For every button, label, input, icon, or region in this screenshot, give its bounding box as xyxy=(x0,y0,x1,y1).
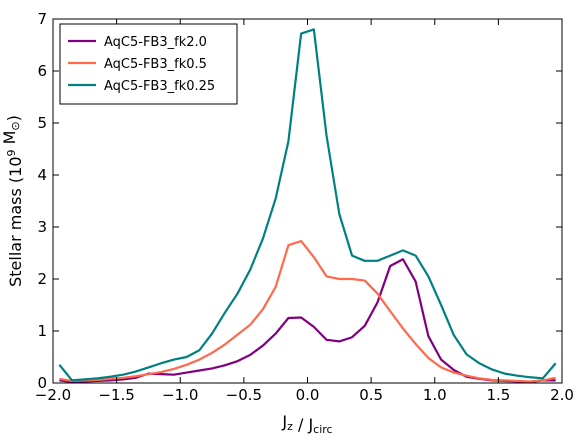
y-tick-label: 0 xyxy=(37,374,47,392)
y-tick-label: 3 xyxy=(37,218,47,236)
x-tick-label: −1.0 xyxy=(162,386,198,404)
y-tick-label: 6 xyxy=(37,62,47,80)
x-tick-label: 1.0 xyxy=(423,386,447,404)
y-tick-label: 4 xyxy=(37,166,47,184)
y-axis-label: Stellar mass (109 M⊙) xyxy=(0,115,25,287)
axes-layer: −2.0 −1.5 −1.0 −0.5 0.0 0.5 1.0 1.5 2.0 0 1 2 3 4 5 6 7 xyxy=(35,10,574,404)
series-line-2 xyxy=(59,239,556,383)
x-tick-label: 0.0 xyxy=(296,386,320,404)
x-tick-label: −1.5 xyxy=(98,386,134,404)
legend-label: AqC5-FB3_fk0.25 xyxy=(104,79,215,94)
legend: AqC5-FB3_fk2.0 AqC5-FB3_fk0.5 AqC5-FB3_fk0… xyxy=(59,23,238,105)
series-layer xyxy=(58,28,557,384)
y-tick-label: 5 xyxy=(37,114,47,132)
x-axis-label: Jz / Jcirc xyxy=(281,412,332,436)
x-tick-label: 0.5 xyxy=(359,386,383,404)
y-tick-label: 1 xyxy=(37,322,47,340)
x-tick-label: −2.0 xyxy=(35,386,71,404)
y-tick-label: 7 xyxy=(37,10,47,28)
y-tick-label: 2 xyxy=(37,270,47,288)
series-line-3 xyxy=(58,28,557,382)
legend-label: AqC5-FB3_fk2.0 xyxy=(104,35,207,50)
x-tick-label: 2.0 xyxy=(550,386,574,404)
x-tick-label: −0.5 xyxy=(226,386,262,404)
legend-label: AqC5-FB3_fk0.5 xyxy=(104,57,207,72)
x-tick-label: 1.5 xyxy=(486,386,510,404)
